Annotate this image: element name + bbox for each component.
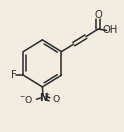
Text: O: O	[94, 10, 102, 20]
Text: +: +	[44, 92, 49, 98]
Text: OH: OH	[103, 25, 118, 35]
Text: $^{-}$O: $^{-}$O	[19, 94, 33, 105]
Text: F: F	[11, 70, 17, 80]
Text: N: N	[39, 93, 47, 103]
Text: O: O	[53, 95, 60, 104]
